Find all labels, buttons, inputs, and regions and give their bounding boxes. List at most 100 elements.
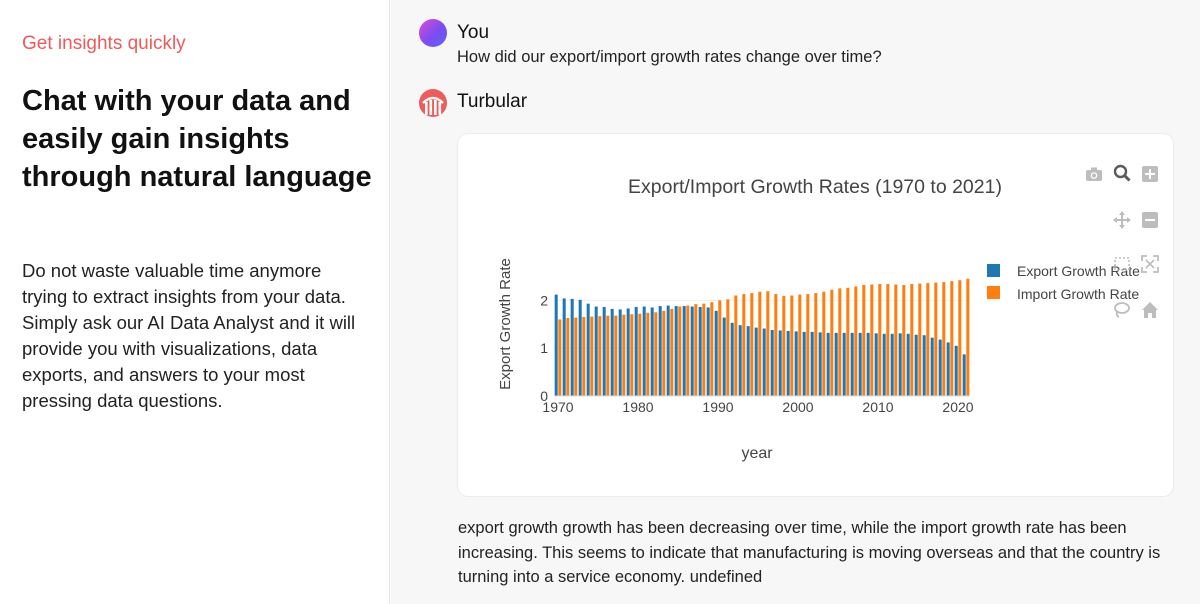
bar-import[interactable] (854, 286, 858, 396)
bar-export[interactable] (898, 333, 902, 396)
camera-icon[interactable] (1084, 164, 1104, 184)
legend-label-export[interactable]: Export Growth Rate (1017, 263, 1140, 279)
bar-import[interactable] (710, 302, 714, 396)
bar-export[interactable] (794, 331, 798, 396)
bar-export[interactable] (826, 332, 830, 396)
bar-export[interactable] (938, 339, 942, 396)
bar-export[interactable] (786, 330, 790, 396)
bar-import[interactable] (798, 294, 802, 396)
bar-export[interactable] (866, 332, 870, 396)
bar-export[interactable] (818, 332, 822, 396)
bar-export[interactable] (578, 299, 582, 396)
lasso-icon[interactable] (1112, 300, 1132, 320)
bar-export[interactable] (730, 322, 734, 396)
bar-export[interactable] (922, 335, 926, 396)
bar-import[interactable] (574, 317, 578, 396)
bar-import[interactable] (686, 305, 690, 396)
bar-import[interactable] (694, 304, 698, 396)
bar-import[interactable] (902, 285, 906, 396)
bar-import[interactable] (622, 314, 626, 396)
bar-import[interactable] (942, 282, 946, 396)
bar-export[interactable] (706, 307, 710, 396)
bar-import[interactable] (766, 291, 770, 396)
bar-export[interactable] (962, 354, 966, 396)
bar-import[interactable] (590, 316, 594, 396)
bar-export[interactable] (890, 333, 894, 396)
bar-import[interactable] (758, 291, 762, 396)
pan-icon[interactable] (1112, 210, 1132, 230)
bar-export[interactable] (914, 334, 918, 396)
bar-import[interactable] (638, 313, 642, 396)
chart-legend[interactable]: Export Growth Rate Import Growth Rate (987, 263, 1140, 302)
bar-import[interactable] (742, 294, 746, 396)
bar-export[interactable] (738, 325, 742, 396)
bar-export[interactable] (834, 332, 838, 396)
bar-import[interactable] (670, 308, 674, 396)
bar-export[interactable] (842, 332, 846, 396)
bar-export[interactable] (802, 331, 806, 396)
bar-export[interactable] (682, 306, 686, 396)
bar-export[interactable] (722, 317, 726, 396)
bar-import[interactable] (654, 312, 658, 396)
bar-export[interactable] (954, 345, 958, 396)
bar-import[interactable] (838, 288, 842, 396)
bar-export[interactable] (610, 308, 614, 396)
bar-import[interactable] (662, 310, 666, 396)
bar-export[interactable] (650, 307, 654, 396)
bar-import[interactable] (950, 281, 954, 396)
bar-import[interactable] (814, 293, 818, 396)
bar-export[interactable] (714, 310, 718, 396)
bar-import[interactable] (566, 318, 570, 396)
bar-export[interactable] (690, 306, 694, 396)
bar-export[interactable] (642, 306, 646, 396)
bar-export[interactable] (946, 342, 950, 396)
box-select-icon[interactable] (1112, 254, 1132, 274)
autoscale-icon[interactable] (1140, 254, 1160, 274)
bar-import[interactable] (718, 300, 722, 396)
bar-import[interactable] (646, 312, 650, 396)
bar-export[interactable] (746, 326, 750, 396)
bar-export[interactable] (930, 337, 934, 396)
bar-export[interactable] (770, 329, 774, 396)
bar-export[interactable] (906, 333, 910, 396)
bar-export[interactable] (658, 306, 662, 396)
bar-import[interactable] (878, 284, 882, 396)
bar-export[interactable] (626, 308, 630, 396)
legend-label-import[interactable]: Import Growth Rate (1017, 286, 1139, 302)
home-icon[interactable] (1140, 300, 1160, 320)
zoom-out-icon[interactable] (1140, 210, 1160, 230)
bar-import[interactable] (606, 315, 610, 396)
bar-import[interactable] (894, 284, 898, 396)
bar-import[interactable] (918, 283, 922, 396)
bar-export[interactable] (858, 332, 862, 396)
bar-export[interactable] (810, 331, 814, 396)
bar-import[interactable] (958, 280, 962, 396)
bar-import[interactable] (558, 319, 562, 396)
bar-export[interactable] (602, 307, 606, 396)
bar-import[interactable] (614, 315, 618, 396)
bar-import[interactable] (790, 295, 794, 396)
bar-export[interactable] (874, 333, 878, 396)
bar-export[interactable] (674, 306, 678, 396)
bar-export[interactable] (570, 298, 574, 396)
bar-import[interactable] (806, 294, 810, 396)
bar-export[interactable] (850, 332, 854, 396)
bar-import[interactable] (750, 293, 754, 396)
bar-import[interactable] (870, 284, 874, 396)
bar-export[interactable] (698, 307, 702, 396)
bar-import[interactable] (846, 287, 850, 396)
bar-export[interactable] (554, 294, 558, 396)
bar-import[interactable] (774, 294, 778, 396)
bar-export[interactable] (586, 303, 590, 396)
bar-import[interactable] (862, 285, 866, 396)
bar-import[interactable] (598, 316, 602, 396)
bar-import[interactable] (926, 283, 930, 396)
bar-import[interactable] (734, 295, 738, 396)
bar-import[interactable] (910, 284, 914, 396)
bar-import[interactable] (966, 278, 970, 396)
bar-import[interactable] (830, 289, 834, 396)
zoom-icon[interactable] (1112, 163, 1132, 183)
bar-import[interactable] (726, 299, 730, 396)
bar-import[interactable] (630, 314, 634, 396)
bar-export[interactable] (618, 309, 622, 396)
